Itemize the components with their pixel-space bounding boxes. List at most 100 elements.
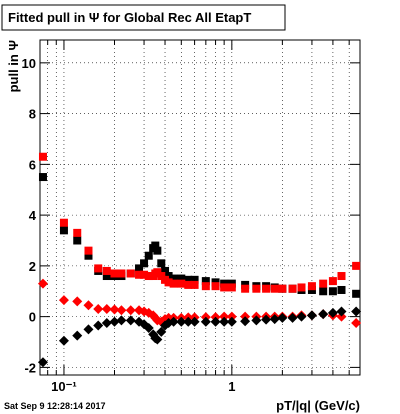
diamond-marker xyxy=(226,311,237,322)
square-marker xyxy=(73,236,82,245)
square-marker xyxy=(211,282,220,291)
square-marker xyxy=(270,284,279,293)
diamond-marker xyxy=(125,305,136,316)
square-marker xyxy=(140,259,149,268)
square-marker xyxy=(220,283,229,292)
diamond-marker xyxy=(219,311,230,322)
square-marker xyxy=(184,275,193,284)
diamond-marker xyxy=(327,307,338,318)
square-marker xyxy=(177,279,186,288)
square-marker xyxy=(102,272,111,281)
diamond-marker xyxy=(72,296,83,307)
square-marker xyxy=(38,152,47,161)
diamond-marker xyxy=(176,316,187,327)
diamond-marker xyxy=(101,317,112,328)
square-marker xyxy=(319,287,328,296)
square-marker xyxy=(38,173,47,182)
diamond-marker xyxy=(58,335,69,346)
diamond-marker xyxy=(306,310,317,321)
square-marker xyxy=(307,282,316,291)
square-marker xyxy=(262,284,271,293)
diamond-marker xyxy=(37,357,48,368)
square-marker xyxy=(110,269,119,278)
y-tick-label: 10 xyxy=(22,56,36,71)
diamond-marker xyxy=(93,304,104,315)
x-axis-label: pT/|q| (GeV/c) xyxy=(276,398,360,413)
square-marker xyxy=(161,266,170,275)
diamond-marker xyxy=(83,324,94,335)
diamond-marker xyxy=(125,315,136,326)
diamond-marker xyxy=(261,314,272,325)
square-marker xyxy=(177,274,186,283)
square-marker xyxy=(73,228,82,237)
square-marker xyxy=(164,278,173,287)
diamond-marker xyxy=(101,304,112,315)
diamond-marker xyxy=(226,316,237,327)
square-marker xyxy=(135,264,144,273)
y-tick-label: 6 xyxy=(29,157,36,172)
diamond-marker xyxy=(351,306,362,317)
diamond-marker xyxy=(210,316,221,327)
square-marker xyxy=(252,284,261,293)
diamond-marker xyxy=(296,311,307,322)
diamond-marker xyxy=(318,309,329,320)
square-marker xyxy=(337,285,346,294)
square-marker xyxy=(144,251,153,260)
square-marker xyxy=(352,289,361,298)
diamond-marker xyxy=(336,306,347,317)
x-tick-label: 10⁻¹ xyxy=(51,379,77,394)
diamond-marker xyxy=(269,314,280,325)
diamond-marker xyxy=(168,316,179,327)
square-marker xyxy=(328,277,337,286)
square-marker xyxy=(117,269,126,278)
square-marker xyxy=(201,282,210,291)
footer: Sat Sep 9 12:28:14 2017 xyxy=(4,401,106,411)
square-marker xyxy=(190,280,199,289)
diamond-marker xyxy=(219,316,230,327)
title-box xyxy=(1,4,286,31)
square-marker xyxy=(94,264,103,273)
diamond-marker xyxy=(37,278,48,289)
square-marker xyxy=(328,287,337,296)
square-marker xyxy=(151,241,160,250)
diamond-marker xyxy=(183,316,194,327)
square-marker xyxy=(337,272,346,281)
square-marker xyxy=(297,283,306,292)
diamond-marker xyxy=(287,312,298,323)
diamond-marker xyxy=(336,311,347,322)
square-marker xyxy=(352,261,361,270)
chart-title: Fitted pull in Ψ for Global Rec All Etap… xyxy=(8,10,251,25)
diamond-marker xyxy=(152,334,163,345)
diamond-marker xyxy=(109,316,120,327)
square-marker xyxy=(319,279,328,288)
diamond-marker xyxy=(72,330,83,341)
diamond-marker xyxy=(189,316,200,327)
square-marker xyxy=(84,251,93,260)
square-marker xyxy=(241,284,250,293)
diamond-marker xyxy=(351,317,362,328)
y-tick-label: 4 xyxy=(29,208,37,223)
diamond-marker xyxy=(58,295,69,306)
diamond-marker xyxy=(277,312,288,323)
square-marker xyxy=(144,272,153,281)
diamond-marker xyxy=(109,304,120,315)
square-marker xyxy=(102,266,111,275)
square-marker xyxy=(169,274,178,283)
diamond-marker xyxy=(116,315,127,326)
diamond-marker xyxy=(143,323,154,334)
square-marker xyxy=(153,246,162,255)
square-marker xyxy=(59,226,68,235)
square-marker xyxy=(201,277,210,286)
square-marker xyxy=(140,270,149,279)
diamond-marker xyxy=(116,305,127,316)
square-marker xyxy=(184,280,193,289)
diamond-marker xyxy=(93,320,104,331)
square-marker xyxy=(190,275,199,284)
frame xyxy=(39,39,361,376)
diamond-marker xyxy=(83,300,94,311)
diamond-marker xyxy=(240,316,251,327)
diamond-marker xyxy=(251,315,262,326)
square-marker xyxy=(227,283,236,292)
